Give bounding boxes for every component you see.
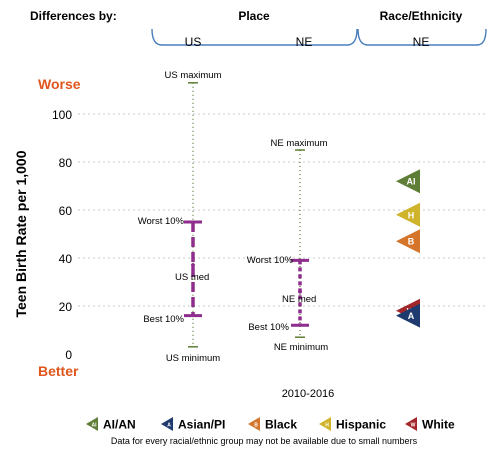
y-tick-label: 80 [59,156,73,170]
y-tick-label: 20 [59,300,73,314]
tick-layer: 0 20 40 60 80 100 [52,108,72,362]
us-median-point [191,263,195,268]
column-us-label: US [185,35,202,49]
race-marker-b: B [396,229,420,254]
better-label: Better [38,363,79,379]
race-marker-ai: AI [396,169,420,194]
race-marker-shape [396,202,420,227]
y-tick-label: 100 [52,108,72,122]
place-header: Place [238,9,270,23]
us-median-label: US med [175,272,209,283]
legend-item-a: A Asian/PI [161,417,225,432]
us-minimum-label: US minimum [166,353,220,364]
legend-swatch [405,417,417,431]
legend-label: White [422,418,455,432]
race-marker-shape [396,169,420,194]
legend-item-b: B Black [248,417,297,432]
race-marker-code: A [408,311,415,321]
legend-label: Black [265,418,297,432]
race-marker-h: H [396,202,420,227]
us-best10-label: Best 10% [143,314,184,325]
race-marker-code: H [408,210,415,220]
legend-swatch-code: W [411,423,416,429]
legend-label: AI/AN [103,418,136,432]
x-axis-label: 2010-2016 [282,388,335,400]
race-marker-code: AI [407,177,416,187]
y-tick-label: 60 [59,204,73,218]
column-ne-label: NE [296,35,313,49]
y-tick-label: 0 [65,348,72,362]
legend-swatch-code: B [254,423,258,429]
legend-swatch [161,417,173,431]
box-layer [184,82,309,348]
place-bracket [151,28,358,46]
ne-worst10-label: Worst 10% [247,255,294,266]
us-maximum-label: US maximum [164,70,221,81]
us-worst10-label: Worst 10% [138,216,185,227]
race-marker-shape [396,303,420,328]
legend-item-h: H Hispanic [319,417,386,432]
ne-median-point [298,289,302,294]
ne-minimum-label: NE minimum [274,342,328,353]
legend-label: Hispanic [336,418,386,432]
legend: AI AI/AN A Asian/PI B Black H Hispanic W White [86,417,455,432]
legend-item-w: W White [405,417,455,432]
race-ethnicity-header: Race/Ethnicity [380,9,463,23]
ne-median-label: NE med [282,294,316,305]
worse-label: Worse [38,76,81,92]
ne-best10-label: Best 10% [248,322,289,333]
legend-item-ai: AI AI/AN [86,417,136,432]
legend-swatch [86,417,98,431]
y-tick-label: 40 [59,252,73,266]
differences-by-label: Differences by: [30,9,117,23]
y-axis-label: Teen Birth Rate per 1,000 [13,150,29,317]
column-race-ne-label: NE [413,35,430,49]
legend-note: Data for every racial/ethnic group may n… [111,436,418,446]
legend-swatch-code: H [325,423,329,429]
marker-layer: AIHBWA [396,169,420,328]
legend-swatch [248,417,260,431]
legend-swatch-code: A [167,423,171,429]
race-marker-a: A [396,303,420,328]
legend-swatch [319,417,331,431]
legend-swatch-code: AI [92,423,98,429]
race-marker-shape [396,229,420,254]
race-bracket [357,28,487,46]
race-marker-code: B [408,237,415,247]
legend-label: Asian/PI [178,418,225,432]
ne-maximum-label: NE maximum [270,138,327,149]
